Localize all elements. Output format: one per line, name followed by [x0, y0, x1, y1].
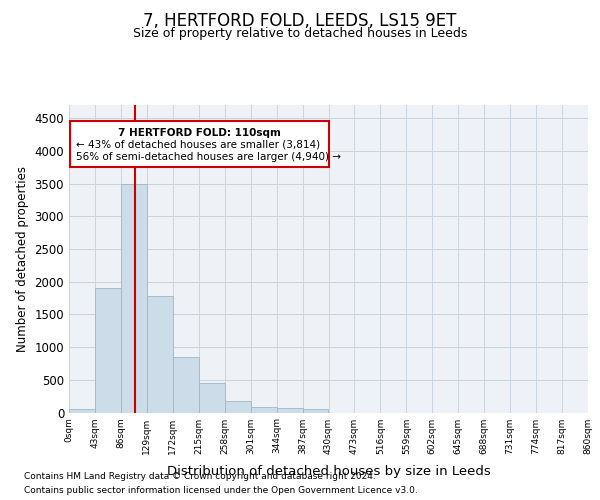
- Text: 7 HERTFORD FOLD: 110sqm: 7 HERTFORD FOLD: 110sqm: [118, 128, 281, 138]
- Text: ← 43% of detached houses are smaller (3,814): ← 43% of detached houses are smaller (3,…: [76, 140, 320, 150]
- Bar: [277, 408, 302, 412]
- Text: Contains HM Land Registry data © Crown copyright and database right 2024.: Contains HM Land Registry data © Crown c…: [24, 472, 376, 481]
- Bar: [251, 406, 277, 412]
- Bar: [121, 184, 147, 412]
- Y-axis label: Number of detached properties: Number of detached properties: [16, 166, 29, 352]
- Text: Size of property relative to detached houses in Leeds: Size of property relative to detached ho…: [133, 28, 467, 40]
- Bar: [224, 401, 251, 412]
- Text: Contains public sector information licensed under the Open Government Licence v3: Contains public sector information licen…: [24, 486, 418, 495]
- FancyBboxPatch shape: [70, 120, 329, 166]
- Text: 7, HERTFORD FOLD, LEEDS, LS15 9ET: 7, HERTFORD FOLD, LEEDS, LS15 9ET: [143, 12, 457, 30]
- Bar: [173, 357, 199, 412]
- Bar: [95, 288, 121, 412]
- Text: 56% of semi-detached houses are larger (4,940) →: 56% of semi-detached houses are larger (…: [76, 152, 341, 162]
- Bar: [69, 409, 95, 412]
- Bar: [147, 296, 173, 412]
- Bar: [302, 409, 329, 412]
- X-axis label: Distribution of detached houses by size in Leeds: Distribution of detached houses by size …: [167, 465, 490, 478]
- Bar: [199, 383, 224, 412]
